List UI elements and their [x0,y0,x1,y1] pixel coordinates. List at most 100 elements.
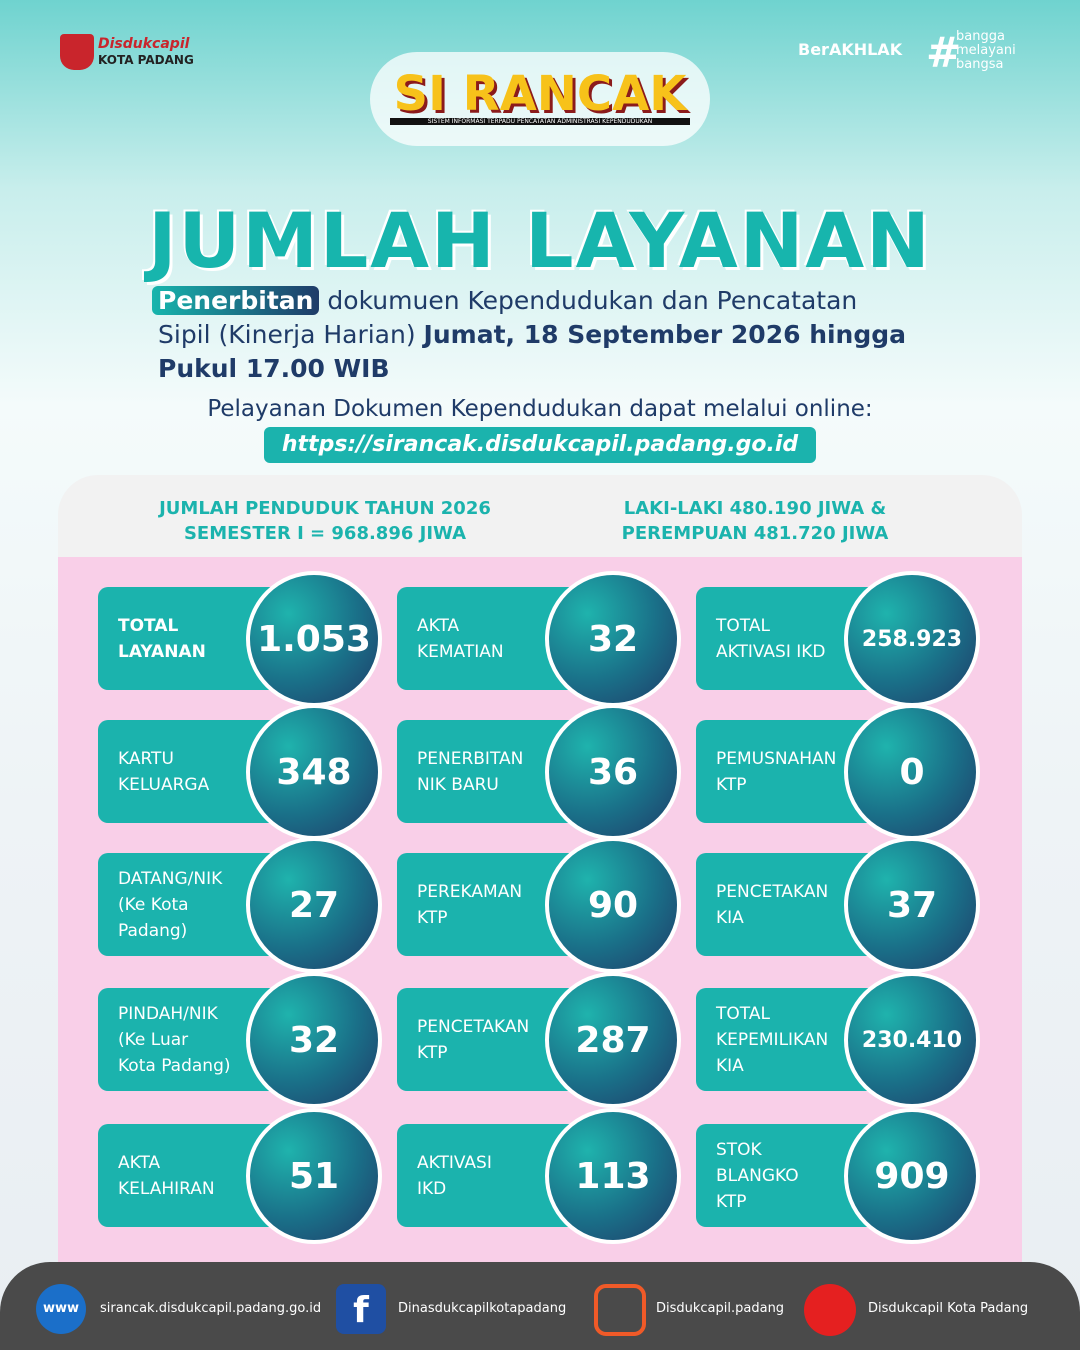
card-label-line: DATANG/NIK [118,868,223,889]
card-value: 113 [545,1108,681,1244]
card-label: PEREKAMAN KTP [417,853,522,956]
card-label-line: PENERBITAN [417,748,524,769]
instagram-icon [594,1284,646,1336]
logo-subtitle: SISTEM INFORMASI TERPADU PENCATATAN ADMI… [390,118,690,125]
card-label-line: IKD [417,1178,447,1199]
card-label-line: TOTAL [716,1003,770,1024]
card-label-line: PEMUSNAHAN [716,748,837,769]
card-label-line: PINDAH/NIK [118,1003,218,1024]
tagline: bangga melayani bangsa [956,30,1016,72]
card-label-line: AKTIVASI [417,1152,492,1173]
card-value: 90 [545,837,681,973]
card-label-line: KTP [417,1042,448,1063]
panel-header [58,475,1022,557]
card-label: AKTA KELAHIRAN [118,1124,215,1227]
card-label-line: KIA [716,1055,744,1076]
card-value: 909 [844,1108,980,1244]
card-label: DATANG/NIK (Ke Kota Padang) [118,853,222,956]
footer-youtube[interactable]: Disdukcapil Kota Padang [868,1301,1029,1316]
youtube-icon [804,1284,856,1336]
card-value: 348 [246,704,382,840]
card-label-line: KEMATIAN [417,641,504,662]
subtitle-text: dokumuen Kependudukan dan Pencatatan [327,286,858,315]
card-label: TOTAL KEPEMILIKAN KIA [716,988,828,1091]
card-label-line: TOTAL [118,615,179,636]
online-url[interactable]: https://sirancak.disdukcapil.padang.go.i… [264,427,816,463]
card-label: PINDAH/NIK (Ke Luar Kota Padang) [118,988,231,1091]
footer-web[interactable]: sirancak.disdukcapil.padang.go.id [100,1301,322,1316]
card-label-line: AKTA [417,615,460,636]
card-label: PENCETAKAN KIA [716,853,828,956]
population-line: JUMLAH PENDUDUK TAHUN 2026 [159,498,491,519]
card-label-line: AKTA [118,1152,161,1173]
card-label-line: (Ke Kota [118,894,189,915]
card-label-line: AKTIVASI IKD [716,641,826,662]
left-brand: Disdukcapil [98,36,190,52]
card-value: 27 [246,837,382,973]
card-label-line: KELUARGA [118,774,210,795]
online-text: Pelayanan Dokumen Kependudukan dapat mel… [207,396,873,422]
card-label-line: BLANGKO [716,1165,799,1186]
card-label-line: KTP [417,907,448,928]
card-value: 36 [545,704,681,840]
card-label-line: KELAHIRAN [118,1178,215,1199]
card-value: 230.410 [844,972,980,1108]
card-label: KARTU KELUARGA [118,720,209,823]
logo-name: SI RANCAK [393,66,687,122]
card-label-line: (Ke Luar [118,1029,189,1050]
card-label: PEMUSNAHAN KTP [716,720,836,823]
footer-instagram[interactable]: Disdukcapil.padang [656,1301,785,1316]
card-label-line: PENCETAKAN [716,881,829,902]
subtitle-time: Pukul 17.00 WIB [158,354,390,383]
card-value: 51 [246,1108,382,1244]
subtitle-highlight: Penerbitan [152,286,320,315]
card-label-line: PEREKAMAN [417,881,523,902]
card-label: STOK BLANGKO KTP [716,1124,799,1227]
card-label-line: TOTAL [716,615,770,636]
card-label-line: STOK [716,1139,762,1160]
logo-box [370,52,710,146]
card-value: 1.053 [246,571,382,707]
population-gender: LAKI-LAKI 480.190 JIWA & PEREMPUAN 481.7… [540,496,970,546]
subtitle: Penerbitan dokumuen Kependudukan dan Pen… [152,284,972,386]
card-label-line: Kota Padang) [118,1055,231,1076]
footer-facebook[interactable]: Dinasdukcapilkotapadang [398,1301,567,1316]
facebook-icon: f [336,1284,386,1334]
card-label-line: KTP [716,1191,747,1212]
card-value: 258.923 [844,571,980,707]
footer [0,1262,1080,1350]
population-line: PEREMPUAN 481.720 JIWA [621,523,889,544]
card-label: AKTA KEMATIAN [417,587,504,690]
card-label-line: KEPEMILIKAN [716,1029,829,1050]
card-value: 287 [545,972,681,1108]
tagline-line: bangga [956,29,1005,44]
population-total: JUMLAH PENDUDUK TAHUN 2026 SEMESTER I = … [110,496,540,546]
card-label: PENCETAKAN KTP [417,988,529,1091]
tagline-line: melayani [956,43,1016,58]
subtitle-text: Sipil (Kinerja Harian) [158,320,416,349]
web-icon: www [36,1284,86,1334]
card-label-line: KIA [716,907,744,928]
population-line: LAKI-LAKI 480.190 JIWA & [623,498,887,519]
card-label: AKTIVASI IKD [417,1124,492,1227]
card-label-line: Padang) [118,920,188,941]
card-label-line: LAYANAN [118,641,206,662]
subtitle-date: Jumat, 18 September 2026 hingga [423,320,907,349]
card-label: TOTAL AKTIVASI IKD [716,587,826,690]
card-label-line: NIK BARU [417,774,499,795]
population-line: SEMESTER I = 968.896 JIWA [183,523,467,544]
right-brand: BerAKHLAK [798,40,903,59]
title: JUMLAH LAYANAN [148,196,932,285]
card-label-line: PENCETAKAN [417,1016,530,1037]
card-label: PENERBITAN NIK BARU [417,720,523,823]
card-label-line: KTP [716,774,747,795]
card-value: 0 [844,704,980,840]
card-value: 32 [246,972,382,1108]
left-city: KOTA PADANG [98,53,194,67]
card-label: TOTAL LAYANAN [118,587,206,690]
tagline-line: bangsa [956,57,1004,72]
card-value: 32 [545,571,681,707]
hashtag: # [926,28,962,77]
left-logo [60,34,94,70]
